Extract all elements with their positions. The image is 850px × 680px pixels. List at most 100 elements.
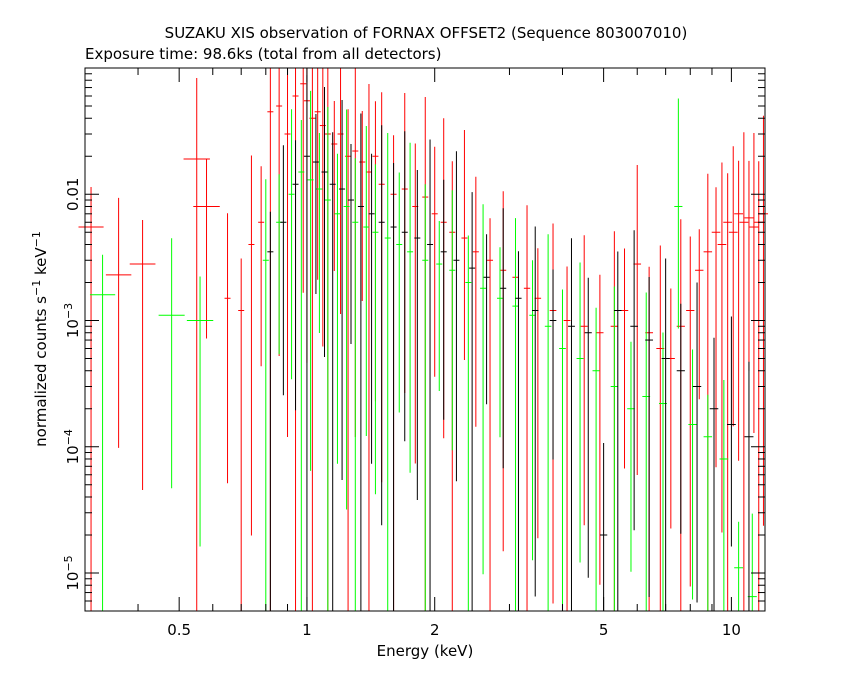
data-point [596,274,604,585]
data-point [723,173,733,611]
data-point [158,238,185,489]
data-point [709,337,719,611]
y-tick-label: 10−3 [62,303,82,338]
data-point [372,164,379,495]
data-point [500,208,507,469]
data-point [661,258,670,611]
data-point [276,174,283,355]
y-axis-label-exp2: −1 [30,231,43,247]
x-axis-label: Energy (keV) [377,642,474,660]
data-point [592,307,600,611]
data-point [314,68,321,280]
data-point [599,442,608,611]
y-axis-label-mid: keV [32,247,50,280]
data-point [472,176,479,427]
data-point [534,248,542,539]
data-point [89,254,116,611]
data-point [549,269,557,460]
data-point [627,341,635,572]
data-point [357,113,364,611]
data-point [630,230,638,531]
data-point [532,226,539,597]
data-point [496,247,503,438]
data-point [407,142,414,473]
data-point [193,158,220,339]
data-point [719,379,729,611]
data-point [292,140,299,411]
data-point [312,114,319,295]
data-point [568,238,575,611]
data-point [224,213,231,484]
plot-frame [84,67,766,612]
data-point [584,277,592,578]
chart-subtitle: Exposure time: 98.6ks (total from all de… [85,45,441,63]
data-point [414,170,421,501]
data-point [739,132,749,611]
data-point [347,144,354,345]
data-point [688,349,697,600]
data-point [186,276,214,547]
data-point [676,303,685,534]
data-point [384,133,391,611]
data-point [461,130,468,361]
data-point [298,120,305,611]
data-point [469,192,476,611]
data-point [431,146,438,377]
data-point [343,109,350,510]
data-point [284,68,291,438]
data-point [703,394,713,611]
y-tick-label: 10−5 [62,555,82,590]
data-point [744,361,754,611]
data-point [576,262,584,563]
data-point [686,236,695,587]
data-point [368,153,375,464]
data-point [316,133,323,334]
data-point [105,197,132,448]
data-point [345,109,352,611]
data-point [480,204,487,575]
data-point [238,258,245,611]
data-point [280,145,287,396]
data-point [674,98,683,329]
data-point [580,235,588,526]
data-point [129,220,156,491]
data-point [339,100,346,481]
data-point [465,235,472,611]
data-point [436,221,443,392]
data-point [300,68,307,293]
data-layer [78,68,769,611]
data-point [334,153,341,464]
y-axis-label: normalized counts s−1 keV−1 [30,231,50,447]
data-point [378,125,385,526]
data-point [559,289,566,611]
data-point [695,229,704,400]
data-point [78,187,104,611]
data-point [692,282,702,603]
data-point [483,234,490,405]
data-point [352,158,359,611]
y-axis-label-exp1: −1 [30,280,43,296]
data-point [633,165,642,476]
data-point [440,179,447,420]
data-point [390,163,397,611]
data-point [734,160,744,461]
data-point [258,166,265,367]
data-point [248,155,255,536]
x-tick-label: 10 [722,621,741,639]
data-point [331,101,338,272]
data-point [262,179,269,611]
data-point [396,172,403,413]
data-point [727,316,736,547]
data-point [544,234,552,611]
data-point [422,184,429,611]
data-point [337,68,344,315]
data-point [453,151,460,482]
data-point [734,521,744,611]
data-point [427,139,434,611]
y-axis-label-pre: normalized counts s [32,296,50,447]
data-point [717,162,727,533]
data-point [563,266,571,611]
y-tick-label: 10−4 [62,429,82,464]
data-point [303,75,310,611]
chart-title: SUZAKU XIS observation of FORNAX OFFSET2… [165,24,688,42]
